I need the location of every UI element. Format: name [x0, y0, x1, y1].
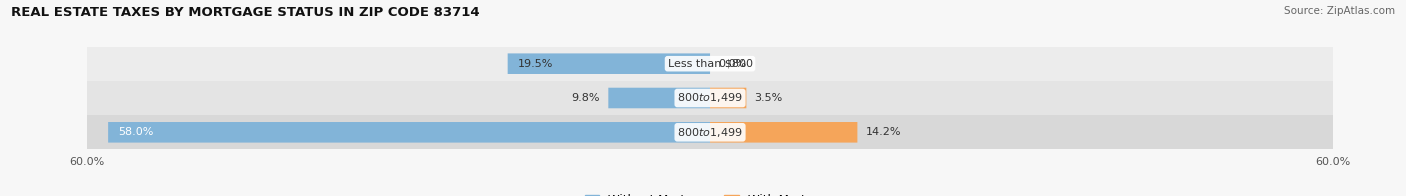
Legend: Without Mortgage, With Mortgage: Without Mortgage, With Mortgage — [585, 194, 835, 196]
Text: 58.0%: 58.0% — [118, 127, 153, 137]
Text: Source: ZipAtlas.com: Source: ZipAtlas.com — [1284, 6, 1395, 16]
Text: Less than $800: Less than $800 — [668, 59, 752, 69]
Text: REAL ESTATE TAXES BY MORTGAGE STATUS IN ZIP CODE 83714: REAL ESTATE TAXES BY MORTGAGE STATUS IN … — [11, 6, 479, 19]
Bar — [87, 115, 1333, 150]
Text: 0.0%: 0.0% — [718, 59, 747, 69]
Text: 14.2%: 14.2% — [866, 127, 901, 137]
Bar — [87, 81, 1333, 115]
Bar — [108, 122, 710, 143]
Text: $800 to $1,499: $800 to $1,499 — [678, 126, 742, 139]
Bar — [87, 47, 1333, 81]
Bar — [508, 54, 710, 74]
Text: 9.8%: 9.8% — [571, 93, 600, 103]
Text: 3.5%: 3.5% — [755, 93, 783, 103]
Bar — [710, 122, 858, 143]
Bar — [609, 88, 710, 108]
Text: $800 to $1,499: $800 to $1,499 — [678, 92, 742, 104]
Text: 19.5%: 19.5% — [517, 59, 554, 69]
Bar — [710, 88, 747, 108]
